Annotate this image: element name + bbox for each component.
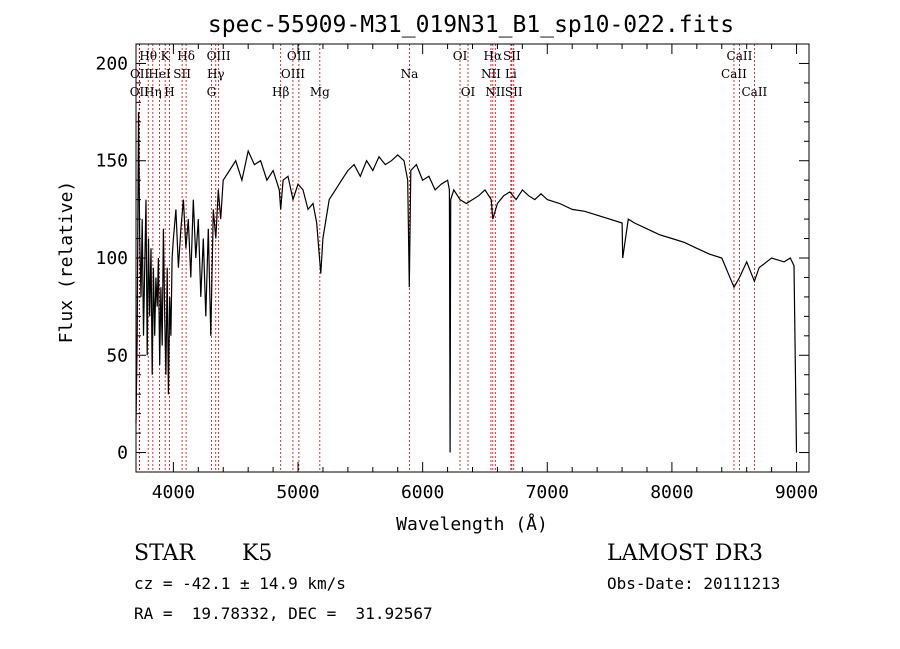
line-label: OIII [207,49,231,63]
observation-date: Obs-Date: 20111213 [607,574,780,593]
object-class: STAR [134,541,196,566]
line-label: CaII [721,67,747,81]
x-tick-label: 4000 [152,482,195,503]
line-label: K [161,49,171,63]
line-label: HeI [148,67,171,81]
y-axis-ticks: 0 50 100 150 200 [95,53,809,464]
x-tick-label: 6000 [401,482,444,503]
y-axis-label: Flux (relative) [56,181,77,344]
line-label: OIII [281,67,305,81]
x-tick-label: 8000 [650,482,693,503]
line-label: Hθ [139,49,157,63]
y-tick-label: 0 [117,443,128,464]
line-label: NII [485,85,505,99]
x-tick-label: 5000 [276,482,319,503]
line-label: SII [503,49,521,63]
redshift-velocity: cz = -42.1 ± 14.9 km/s [134,574,346,593]
line-label: CaII [727,49,753,63]
spectral-line-labels: OII OII Hθ Hη HeI K H SII Hδ G Hγ OIII Hβ OIII OIII Mg N… [130,49,768,99]
y-tick-label: 150 [95,151,128,172]
line-label: SII [505,85,523,99]
line-label: CaII [741,85,767,99]
x-tick-label: 7000 [526,482,569,503]
y-tick-label: 100 [95,248,128,269]
line-label: OII [130,85,150,99]
line-label: OII [130,67,150,81]
line-label: OI [461,85,476,99]
chart-title: spec-55909-M31_019N31_B1_sp10-022.fits [208,12,734,38]
spectral-line-markers [138,44,755,472]
line-label: NII [481,67,501,81]
line-label: OI [453,49,468,63]
line-label: Hγ [207,67,225,81]
line-label: Hα [484,49,503,63]
line-label: G [207,85,217,99]
line-label: Na [401,67,419,81]
line-label: Hη [144,85,162,99]
object-subclass: K5 [242,541,272,566]
x-axis-ticks: 4000 5000 6000 7000 8000 9000 [152,44,818,503]
plot-frame [135,43,810,473]
y-tick-label: 200 [95,53,128,74]
flux-series-line [135,112,798,453]
x-axis-label: Wavelength (Å) [396,513,548,535]
x-tick-label: 9000 [775,482,818,503]
line-label: Hδ [177,49,195,63]
coordinates: RA = 19.78332, DEC = 31.92567 [134,604,433,623]
y-tick-label: 50 [106,345,128,366]
line-label: SII [173,67,191,81]
line-label: Hβ [272,85,289,99]
line-label: Li [505,67,517,81]
line-label: H [164,85,174,99]
line-label: Mg [310,85,330,99]
line-label: OIII [287,49,311,63]
survey-label: LAMOST DR3 [607,541,763,566]
